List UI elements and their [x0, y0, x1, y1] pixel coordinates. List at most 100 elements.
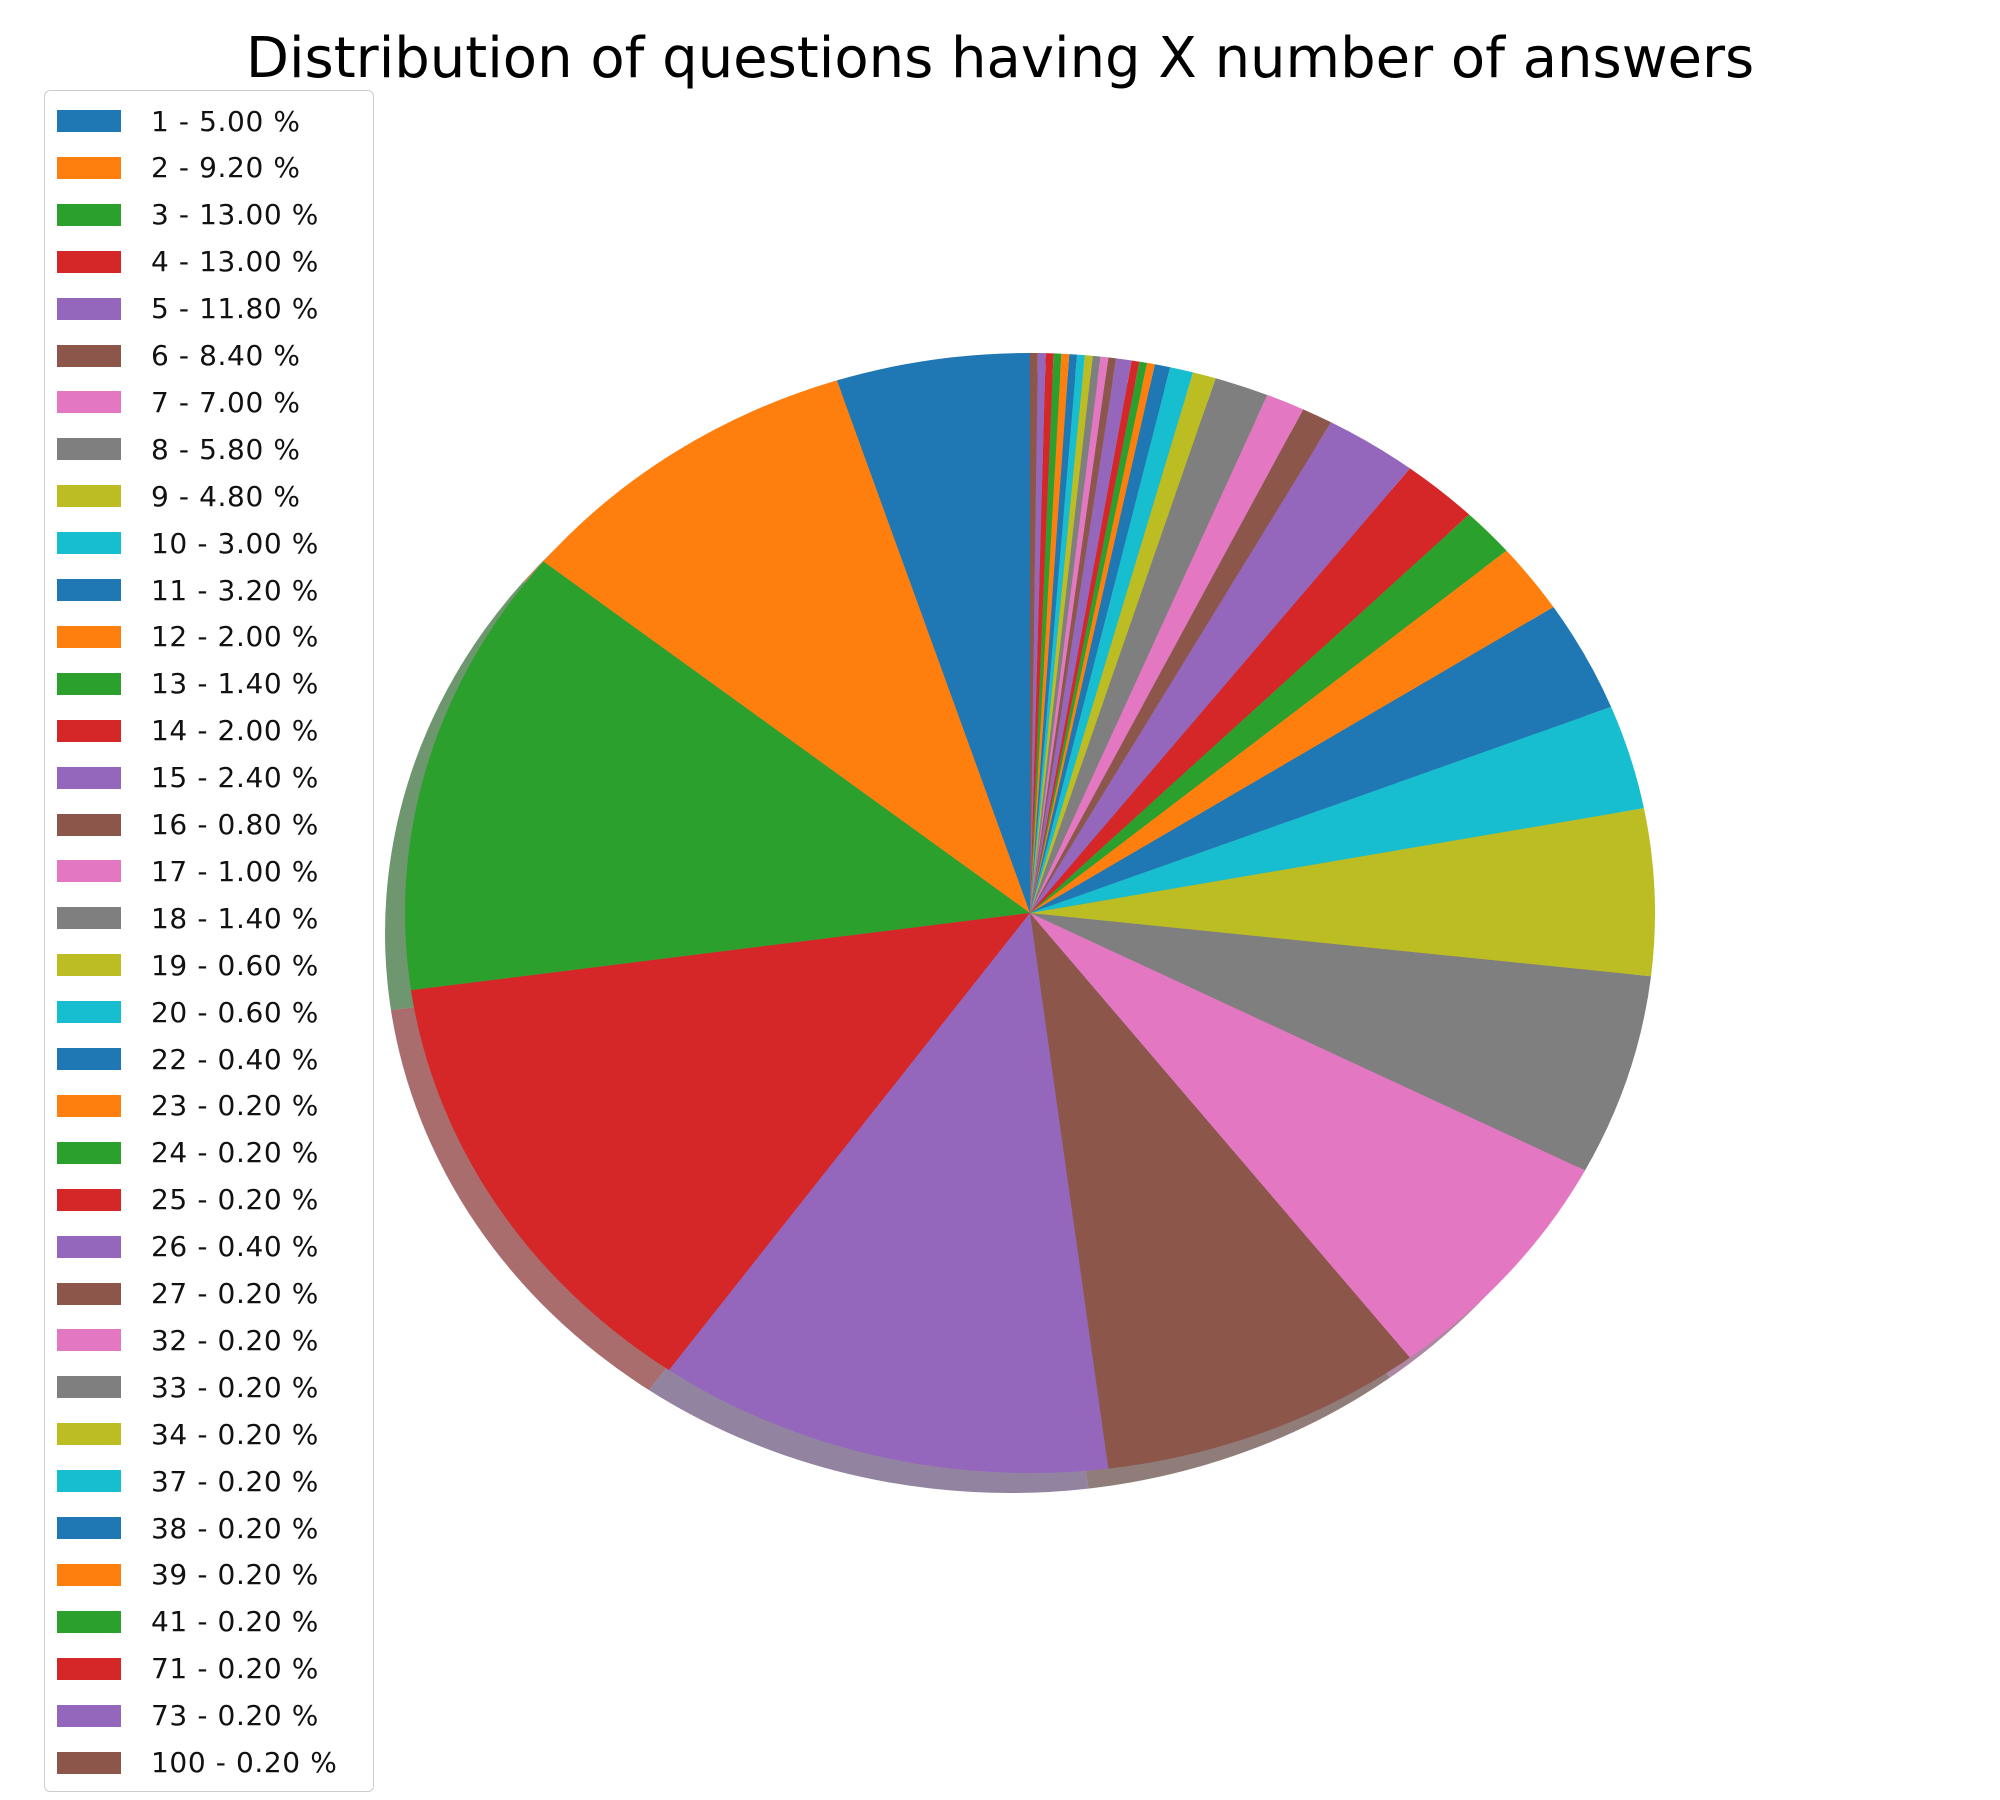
legend-label: 22 - 0.40 % — [151, 1042, 319, 1076]
legend-item: 41 - 0.20 % — [57, 1602, 319, 1642]
legend-label: 71 - 0.20 % — [151, 1652, 319, 1686]
pie-slice-8 — [1030, 913, 1652, 1171]
pie-slice-28 — [1030, 355, 1101, 914]
legend-swatch — [57, 203, 121, 226]
pie-slice-22 — [1030, 362, 1155, 913]
legend-label: 12 - 2.00 % — [151, 620, 319, 654]
legend-item: 18 - 1.40 % — [57, 898, 319, 938]
pie-slice-3 — [404, 561, 1030, 991]
legend-item: 7 - 7.00 % — [57, 382, 301, 422]
legend-label: 41 - 0.20 % — [151, 1605, 319, 1639]
pie-slice-2 — [543, 380, 1030, 913]
legend-swatch — [57, 391, 121, 414]
legend-swatch — [57, 1423, 121, 1446]
legend-item: 11 - 3.20 % — [57, 570, 319, 610]
legend-label: 15 - 2.40 % — [151, 761, 319, 795]
legend-swatch — [57, 297, 121, 320]
pie-slice-32 — [1030, 353, 1070, 914]
legend-item: 32 - 0.20 % — [57, 1320, 319, 1360]
pie-slice-29 — [1030, 355, 1093, 913]
pie-slice-12 — [1030, 550, 1554, 913]
pie-slice-34 — [1030, 353, 1054, 913]
legend-label: 2 - 9.20 % — [151, 151, 301, 185]
legend-swatch — [57, 532, 121, 555]
pie-slice-7 — [1030, 913, 1586, 1358]
legend-swatch — [57, 1610, 121, 1633]
legend-item: 3 - 13.00 % — [57, 195, 319, 235]
pie-slice-1 — [836, 353, 1030, 913]
legend-item: 9 - 4.80 % — [57, 476, 301, 516]
legend-label: 3 - 13.00 % — [151, 198, 319, 232]
legend-item: 26 - 0.40 % — [57, 1227, 319, 1267]
legend-item: 19 - 0.60 % — [57, 945, 319, 985]
legend-item: 4 - 13.00 % — [57, 242, 319, 282]
pie-slice-11 — [1030, 607, 1612, 913]
pie-slice-13 — [1030, 514, 1507, 913]
pie-slice-30 — [1030, 354, 1085, 914]
pie-slice-21 — [1030, 364, 1171, 913]
legend-swatch — [57, 579, 121, 601]
legend-label: 17 - 1.00 % — [151, 854, 319, 888]
legend-swatch — [57, 1376, 121, 1399]
pie-slice-35 — [1030, 353, 1046, 913]
legend-label: 16 - 0.80 % — [151, 808, 319, 841]
pie-slice-6 — [1030, 913, 1410, 1469]
pie-slice-25 — [1030, 358, 1132, 914]
legend-swatch — [57, 1563, 121, 1586]
legend-label: 13 - 1.40 % — [151, 667, 319, 701]
legend-item: 8 - 5.80 % — [57, 429, 301, 469]
legend-label: 27 - 0.20 % — [151, 1277, 319, 1310]
legend-swatch — [57, 1282, 121, 1305]
legend-item: 22 - 0.40 % — [57, 1039, 319, 1079]
pie-slice-9 — [1030, 808, 1656, 977]
legend-item: 17 - 1.00 % — [57, 851, 319, 891]
legend-swatch — [57, 813, 121, 836]
legend-label: 32 - 0.20 % — [151, 1323, 319, 1357]
legend-item: 38 - 0.20 % — [57, 1508, 319, 1548]
pie-slice-14 — [1030, 468, 1470, 913]
legend-label: 1 - 5.00 % — [151, 104, 301, 138]
legend-item: 2 - 9.20 % — [57, 148, 301, 188]
legend-swatch — [57, 907, 121, 930]
legend-swatch — [57, 766, 121, 789]
legend-swatch — [57, 156, 121, 179]
legend-item: 33 - 0.20 % — [57, 1367, 319, 1407]
legend-swatch — [57, 672, 121, 695]
pie-slice-33 — [1030, 353, 1062, 913]
legend-label: 39 - 0.20 % — [151, 1558, 319, 1592]
legend-label: 8 - 5.80 % — [151, 432, 301, 466]
pie-slice-20 — [1030, 367, 1194, 913]
legend-label: 20 - 0.60 % — [151, 995, 319, 1029]
legend-item: 24 - 0.20 % — [57, 1133, 319, 1173]
pie-slice-26 — [1030, 357, 1117, 913]
legend-item: 73 - 0.20 % — [57, 1696, 319, 1736]
pie-slice-19 — [1030, 372, 1216, 913]
legend-item: 1 - 5.00 % — [57, 101, 301, 141]
legend-label: 7 - 7.00 % — [151, 385, 301, 419]
legend-label: 73 - 0.20 % — [151, 1699, 319, 1733]
legend-swatch — [57, 250, 121, 273]
legend-item: 12 - 2.00 % — [57, 617, 319, 657]
legend-item: 23 - 0.20 % — [57, 1086, 319, 1126]
legend-item: 5 - 11.80 % — [57, 289, 319, 329]
pie-slice-5 — [669, 913, 1109, 1473]
legend-swatch — [57, 1517, 121, 1539]
legend-swatch — [57, 1188, 121, 1211]
legend-label: 25 - 0.20 % — [151, 1183, 319, 1217]
chart-title: Distribution of questions having X numbe… — [245, 26, 1755, 91]
legend-swatch — [57, 1094, 121, 1117]
legend-swatch — [57, 1141, 121, 1164]
legend-item: 39 - 0.20 % — [57, 1555, 319, 1595]
legend-label: 38 - 0.20 % — [151, 1511, 319, 1545]
legend-label: 26 - 0.40 % — [151, 1230, 319, 1264]
legend-label: 24 - 0.20 % — [151, 1136, 319, 1170]
legend-swatch — [57, 1704, 121, 1727]
pie-slice-24 — [1030, 360, 1140, 914]
legend-item: 16 - 0.80 % — [57, 805, 319, 845]
legend-label: 18 - 1.40 % — [151, 901, 319, 935]
legend-label: 33 - 0.20 % — [151, 1370, 319, 1404]
legend-label: 4 - 13.00 % — [151, 245, 319, 279]
legend-item: 13 - 1.40 % — [57, 664, 319, 704]
legend-label: 5 - 11.80 % — [151, 292, 319, 326]
